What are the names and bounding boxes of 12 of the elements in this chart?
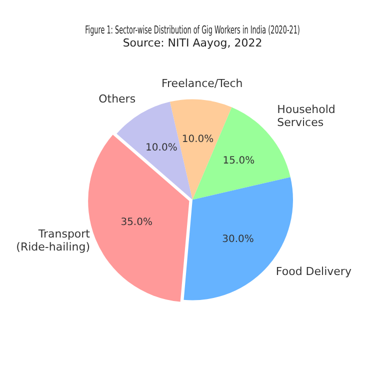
slice-label: Others	[98, 92, 136, 106]
data-label: 10.0%	[146, 142, 178, 154]
chart-title: Figure 1: Sector-wise Distribution of Gig Workers in India (2020-21)	[85, 24, 300, 38]
slice-label: Food Delivery	[276, 265, 352, 278]
chart-subtitle: Source: NITI Aayog, 2022	[122, 36, 262, 50]
data-label: 30.0%	[222, 234, 254, 245]
data-label: 15.0%	[222, 156, 255, 167]
data-label: 35.0%	[120, 216, 152, 228]
slice-label: Transport (Ride-hailing)	[16, 227, 91, 254]
data-label: 10.0%	[182, 134, 214, 146]
slice-label: Freelance/Tech	[161, 76, 243, 90]
slice-label: Household Services	[277, 103, 336, 129]
